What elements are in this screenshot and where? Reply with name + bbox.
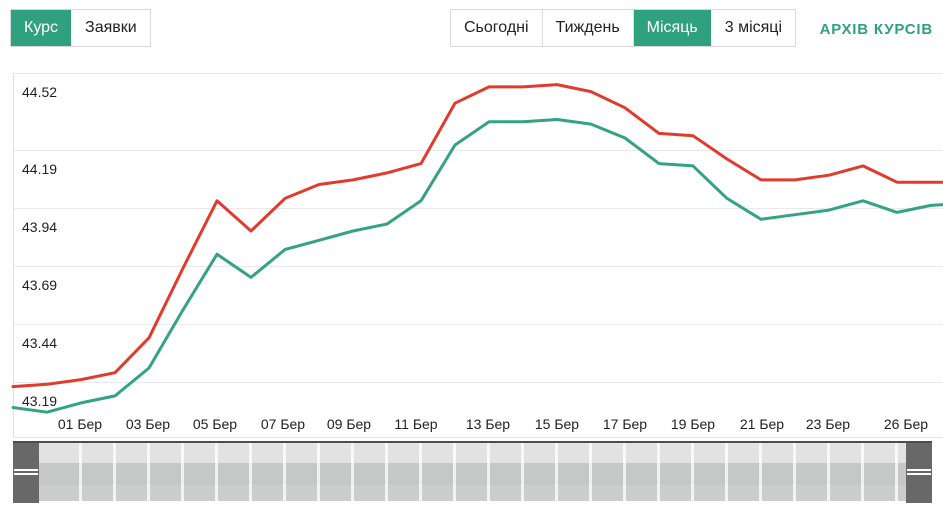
svg-text:44.52: 44.52 (22, 84, 57, 100)
navigator-track[interactable] (39, 443, 906, 501)
period-week-button[interactable]: Тиждень (541, 10, 633, 46)
svg-text:19 Бер: 19 Бер (671, 416, 715, 432)
period-month-button[interactable]: Місяць (632, 10, 711, 46)
mode-tabs: Курс Заявки (10, 9, 151, 47)
svg-text:21 Бер: 21 Бер (740, 416, 784, 432)
x-axis-labels: 01 Бер 03 Бер 05 Бер 07 Бер 09 Бер 11 Бер 13 Б… (58, 416, 928, 432)
svg-text:01 Бер: 01 Бер (58, 416, 102, 432)
navigator-left-handle[interactable] (13, 443, 39, 503)
y-axis-labels: 44.52 44.19 43.94 43.69 43.44 43.19 (22, 84, 57, 409)
svg-text:43.69: 43.69 (22, 277, 57, 293)
svg-text:13 Бер: 13 Бер (466, 416, 510, 432)
svg-text:43.94: 43.94 (22, 219, 57, 235)
series-sell-line (11, 83, 943, 389)
svg-text:44.19: 44.19 (22, 161, 57, 177)
tab-kurs[interactable]: Курс (11, 10, 72, 46)
gridlines (13, 73, 943, 438)
series-buy-line (11, 118, 943, 414)
svg-text:15 Бер: 15 Бер (535, 416, 579, 432)
navigator (13, 441, 932, 503)
svg-text:09 Бер: 09 Бер (327, 416, 371, 432)
svg-text:23 Бер: 23 Бер (806, 416, 850, 432)
period-3months-button[interactable]: 3 місяці (710, 10, 795, 46)
svg-text:05 Бер: 05 Бер (193, 416, 237, 432)
navigator-day-columns (39, 443, 906, 501)
navigator-right-handle[interactable] (906, 443, 932, 503)
period-today-button[interactable]: Сьогодні (451, 10, 542, 46)
svg-text:17 Бер: 17 Бер (603, 416, 647, 432)
svg-text:07 Бер: 07 Бер (261, 416, 305, 432)
svg-text:11 Бер: 11 Бер (394, 416, 437, 432)
tab-zayavky[interactable]: Заявки (71, 10, 150, 46)
archive-link[interactable]: АРХІВ КУРСІВ (819, 21, 933, 38)
svg-text:43.44: 43.44 (22, 335, 57, 351)
svg-text:26 Бер: 26 Бер (884, 416, 928, 432)
svg-text:03 Бер: 03 Бер (126, 416, 170, 432)
period-tabs: Сьогодні Тиждень Місяць 3 місяці (450, 9, 796, 47)
svg-text:43.19: 43.19 (22, 393, 57, 409)
